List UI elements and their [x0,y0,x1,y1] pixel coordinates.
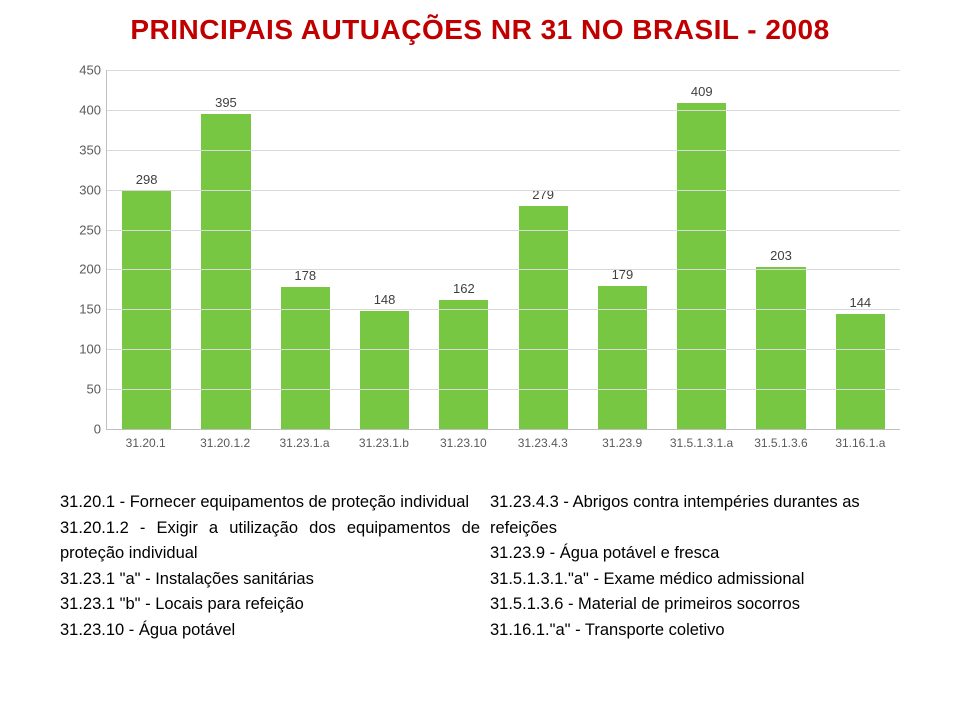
bars-container: 298 395178148162279179409 203 144 [107,70,900,429]
gridline [107,269,900,270]
bar [519,206,568,429]
bar-value-label: 203 [741,248,820,263]
x-tick-label: 31.23.4.3 [503,430,582,460]
plot-area: 298395178148162279179409203144 050100150… [106,70,900,430]
y-tick-label: 300 [71,182,101,197]
gridline [107,150,900,151]
bar-chart: 298 395178148162279179409 203 144 0 50 100 150… [70,70,900,460]
bar-slot: 162 [424,70,503,429]
bar [677,103,726,429]
legend-line: 31.5.1.3.1."a" - Exame médico admissiona… [490,567,910,593]
legend-line: 31.20.1.2 - Exigir a utilização dos equi… [60,516,480,567]
bar [281,287,330,429]
gridline [107,349,900,350]
bar-value-label: 162 [424,281,503,296]
bar-value-label: 409 [662,84,741,99]
y-tick-label: 0 [71,422,101,437]
x-tick-label: 31.23.1.b [344,430,423,460]
bar-value-label: 144 [821,295,900,310]
legend-line: 31.23.10 - Água potável [60,618,480,644]
page-title: PRINCIPAIS AUTUAÇÕES NR 31 NO BRASIL - 2… [0,0,960,46]
legend-line: 31.20.1 - Fornecer equipamentos de prote… [60,490,480,516]
legend-line: 31.23.1 "b" - Locais para refeição [60,592,480,618]
bar-slot: 203 [741,70,820,429]
bar-slot: 279 [503,70,582,429]
bar-slot: 178 [266,70,345,429]
legend-line: 31.23.9 - Água potável e fresca [490,541,910,567]
bar [360,311,409,429]
y-tick-label: 400 [71,102,101,117]
title-text: PRINCIPAIS AUTUAÇÕES NR 31 NO BRASIL - 2… [130,14,829,45]
bar-slot: 298 [107,70,186,429]
bar-value-label: 148 [345,292,424,307]
bar [201,114,250,429]
bar-slot: 179 [583,70,662,429]
bar-slot: 395 [186,70,265,429]
x-tick-label: 31.23.9 [582,430,661,460]
x-tick-label: 31.23.10 [424,430,503,460]
bar [598,286,647,429]
gridline [107,230,900,231]
legend-line: 31.23.1 "a" - Instalações sanitárias [60,567,480,593]
y-tick-label: 200 [71,262,101,277]
y-tick-label: 250 [71,222,101,237]
x-tick-label: 31.23.1.a [265,430,344,460]
legend-line: 31.23.4.3 - Abrigos contra intempéries d… [490,490,910,541]
bar-value-label: 298 [107,172,186,187]
x-tick-label: 31.20.1 [106,430,185,460]
legend-line: 31.16.1."a" - Transporte coletivo [490,618,910,644]
gridline [107,190,900,191]
gridline [107,70,900,71]
bar [836,314,885,429]
bar [756,267,805,429]
legend-right-column: 31.23.4.3 - Abrigos contra intempéries d… [490,490,910,643]
gridline [107,110,900,111]
bar-slot: 148 [345,70,424,429]
x-axis-labels: 31.20.131.20.1.231.23.1.a31.23.1.b31.23.… [106,430,900,460]
y-tick-label: 350 [71,142,101,157]
bar-slot: 144 [821,70,900,429]
gridline [107,309,900,310]
y-tick-label: 450 [71,63,101,78]
legend: 31.20.1 - Fornecer equipamentos de prote… [60,490,910,643]
x-tick-label: 31.20.1.2 [185,430,264,460]
bar-slot: 409 [662,70,741,429]
y-tick-label: 100 [71,342,101,357]
bar [439,300,488,429]
x-tick-label: 31.16.1.a [821,430,900,460]
y-tick-label: 150 [71,302,101,317]
x-tick-label: 31.5.1.3.1.a [662,430,741,460]
bar-value-label: 395 [186,95,265,110]
legend-left-column: 31.20.1 - Fornecer equipamentos de prote… [60,490,480,643]
legend-line: 31.5.1.3.6 - Material de primeiros socor… [490,592,910,618]
y-tick-label: 50 [71,382,101,397]
x-tick-label: 31.5.1.3.6 [741,430,820,460]
gridline [107,389,900,390]
